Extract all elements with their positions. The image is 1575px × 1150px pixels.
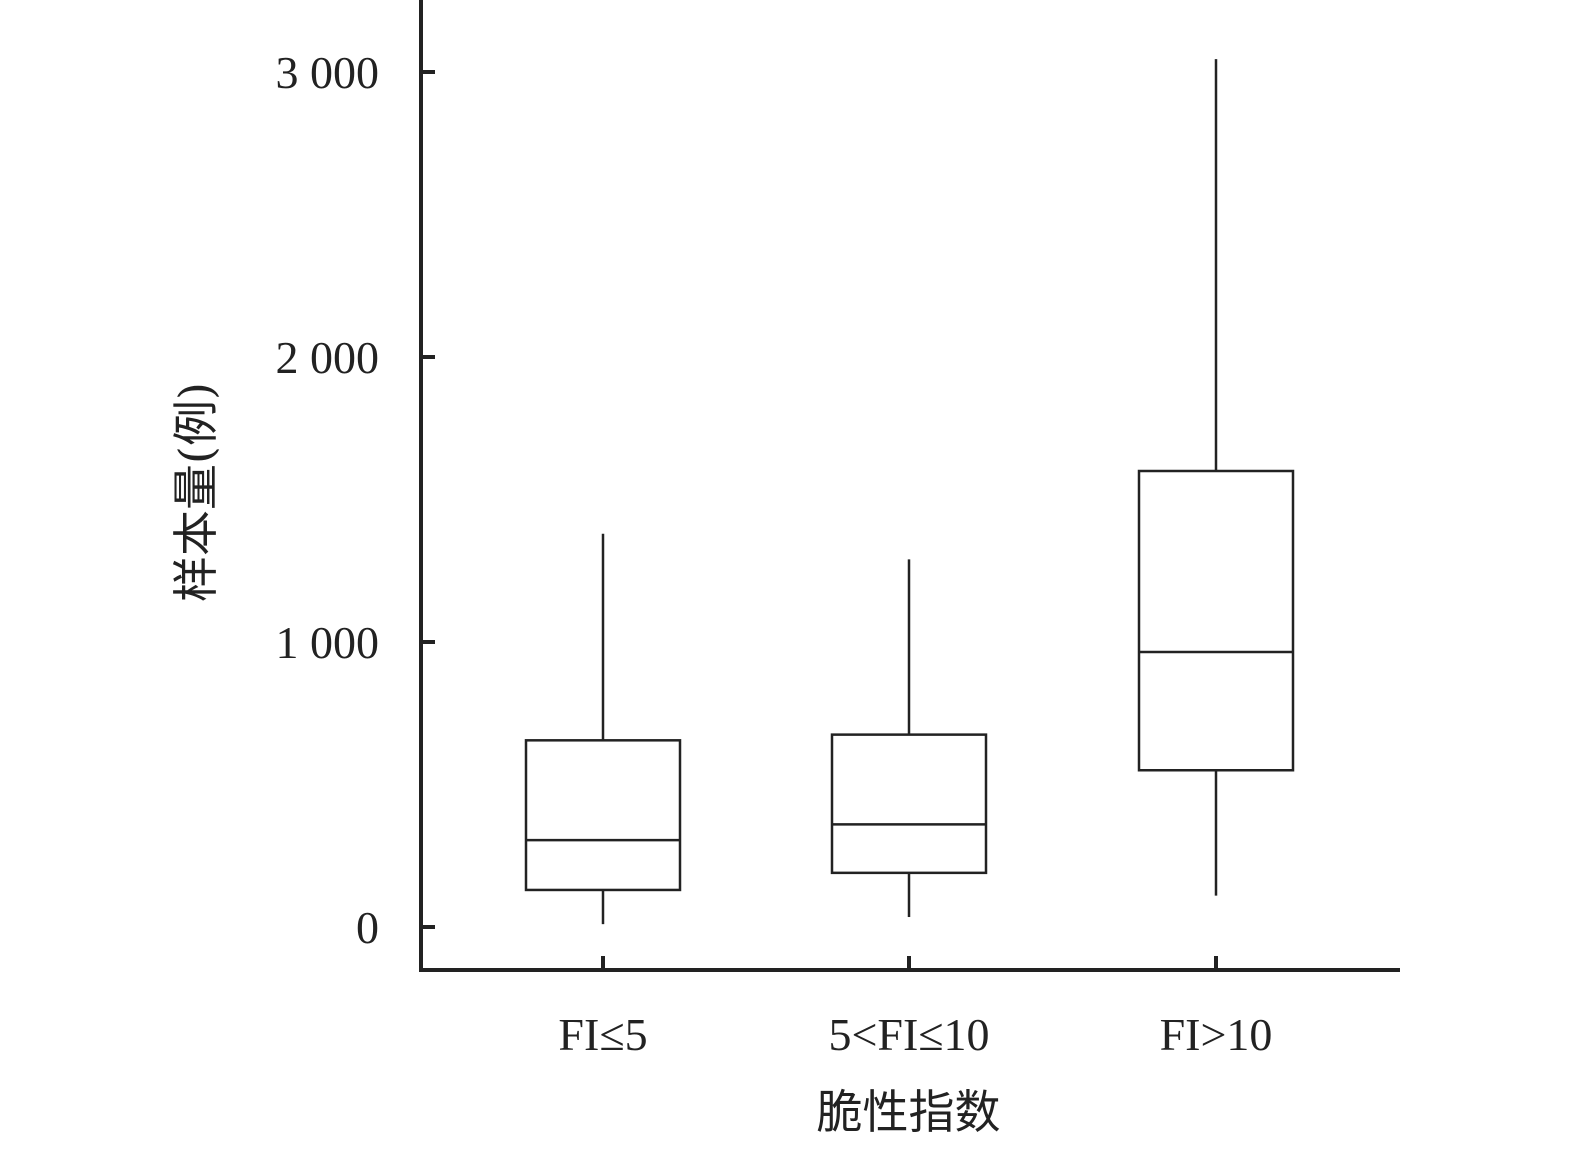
box-3 bbox=[1137, 59, 1295, 896]
box-1 bbox=[524, 533, 682, 925]
y-tick-label: 1 000 bbox=[276, 617, 380, 668]
x-ticks: FI≤5 5<FI≤10 FI>10 bbox=[558, 956, 1272, 1060]
x-tick-label: 5<FI≤10 bbox=[828, 1009, 989, 1060]
box-2 bbox=[830, 559, 988, 918]
x-tick-label: FI>10 bbox=[1160, 1009, 1273, 1060]
iqr-box bbox=[830, 733, 988, 875]
y-ticks: 0 1 000 2 000 3 000 bbox=[276, 47, 435, 953]
y-tick-label: 2 000 bbox=[276, 332, 380, 383]
x-axis-title: 脆性指数 bbox=[817, 1085, 1001, 1139]
x-tick-label: FI≤5 bbox=[558, 1009, 647, 1060]
y-axis-title: 样本量(例) bbox=[169, 382, 223, 602]
iqr-box bbox=[1137, 469, 1295, 772]
boxes-layer bbox=[524, 59, 1295, 925]
iqr-box bbox=[524, 739, 682, 892]
y-tick-label: 3 000 bbox=[276, 47, 380, 98]
y-tick-label: 0 bbox=[356, 902, 379, 953]
